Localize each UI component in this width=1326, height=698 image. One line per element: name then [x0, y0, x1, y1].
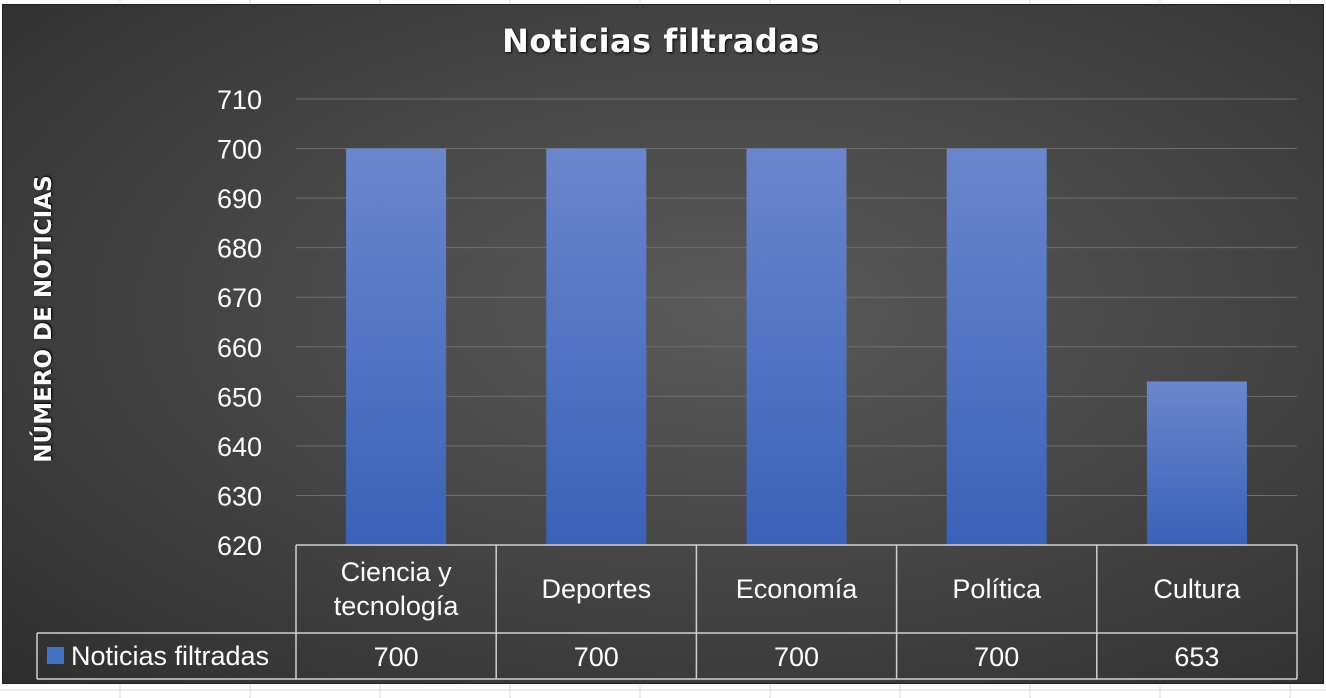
- y-tick-label: 690: [217, 184, 262, 214]
- y-tick-label: 620: [217, 531, 262, 561]
- bar: [346, 148, 447, 546]
- y-tick-label: 680: [217, 234, 262, 264]
- table-value: 700: [974, 642, 1019, 672]
- chart-area[interactable]: [2, 4, 1324, 684]
- category-label: tecnología: [334, 591, 460, 621]
- table-value: 700: [374, 642, 419, 672]
- bar: [1146, 381, 1247, 545]
- category-label: Política: [952, 574, 1042, 604]
- category-label: Ciencia y: [341, 557, 453, 587]
- category-label: Economía: [736, 574, 859, 604]
- y-tick-label: 630: [217, 481, 262, 511]
- bars: [346, 148, 1247, 546]
- y-tick-label: 670: [217, 283, 262, 313]
- category-label: Cultura: [1153, 574, 1241, 604]
- legend-key: [47, 647, 64, 664]
- category-label: Deportes: [542, 574, 652, 604]
- chart-title: Noticias filtradas: [502, 22, 820, 60]
- y-tick-label: 650: [217, 382, 262, 412]
- data-table: Ciencia y tecnología Deportes Economía Polít…: [36, 544, 1298, 680]
- table-value: 700: [574, 642, 619, 672]
- bar: [946, 148, 1047, 546]
- series-name: Noticias filtradas: [71, 641, 269, 671]
- bar: [746, 148, 847, 546]
- y-tick-labels: 620 630 640 650 660 670 680 690 700 710: [217, 85, 262, 561]
- table-value: 700: [774, 642, 819, 672]
- table-value: 653: [1174, 642, 1219, 672]
- y-tick-label: 710: [217, 85, 262, 115]
- y-tick-label: 640: [217, 432, 262, 462]
- y-tick-label: 700: [217, 135, 262, 165]
- y-tick-label: 660: [217, 333, 262, 363]
- bar: [546, 148, 647, 546]
